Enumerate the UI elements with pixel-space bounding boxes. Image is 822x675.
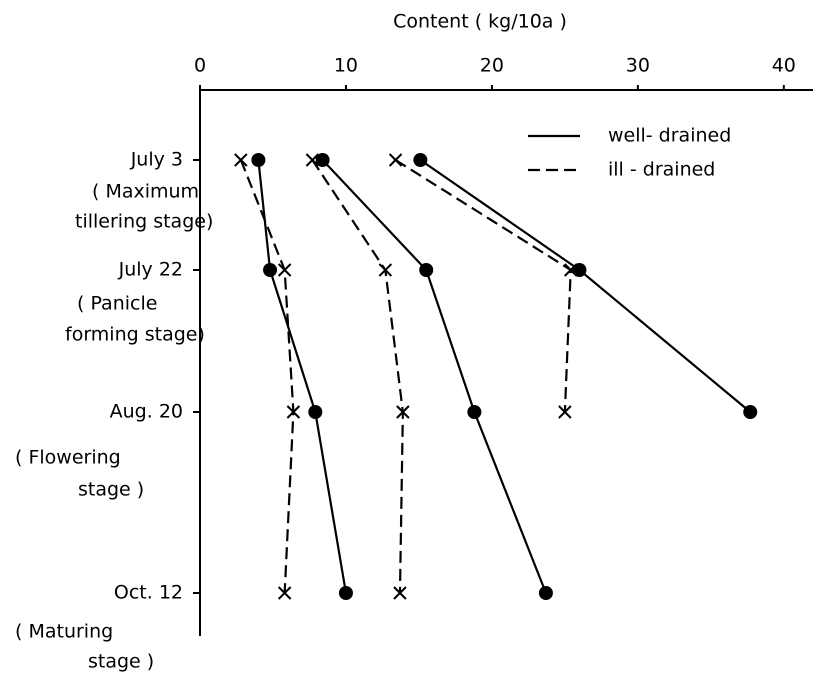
series-line <box>394 159 572 413</box>
stage-label: forming stage) <box>65 324 205 346</box>
point <box>263 263 278 277</box>
point <box>277 263 292 277</box>
legend-label: well- drained <box>608 125 731 147</box>
y-tick-label: July 22 <box>118 259 183 281</box>
y-tick-label: Oct. 12 <box>114 582 183 604</box>
point <box>277 586 292 600</box>
point <box>388 153 403 167</box>
point <box>558 405 572 419</box>
stage-label: stage ) <box>78 479 144 501</box>
point <box>308 405 323 419</box>
x-tick-label: 20 <box>480 55 504 77</box>
point <box>378 263 393 277</box>
series-line <box>419 159 751 413</box>
point <box>251 153 266 167</box>
point <box>564 263 578 277</box>
stage-label: ( Flowering <box>15 447 121 469</box>
point <box>419 263 434 277</box>
stage-label: ( Panicle <box>77 293 157 315</box>
stage-label: stage ) <box>88 651 154 673</box>
series-line <box>311 159 404 594</box>
x-tick-label: 40 <box>772 55 796 77</box>
chart-title: Content ( kg/10a ) <box>393 11 567 33</box>
point <box>338 586 353 600</box>
series-line <box>239 159 295 594</box>
point <box>286 405 301 419</box>
x-tick-label: 10 <box>334 55 358 77</box>
point <box>315 153 330 167</box>
series-line <box>257 159 348 594</box>
point <box>305 153 320 167</box>
point <box>538 586 553 600</box>
x-tick-label: 0 <box>194 55 206 77</box>
series-line <box>321 159 547 594</box>
y-tick-label: July 3 <box>130 149 183 171</box>
point <box>396 405 410 419</box>
y-tick-label: Aug. 20 <box>110 401 183 423</box>
point <box>572 263 587 277</box>
legend-label: ill - drained <box>608 159 715 181</box>
x-tick-label: 30 <box>626 55 650 77</box>
point <box>413 153 428 167</box>
point <box>743 405 758 419</box>
stage-label: ( Maturing <box>15 621 113 643</box>
stage-label: ( Maximum <box>92 181 199 203</box>
point <box>234 153 248 167</box>
point <box>467 405 482 419</box>
stage-label: tillering stage) <box>75 211 213 233</box>
point <box>393 586 407 600</box>
